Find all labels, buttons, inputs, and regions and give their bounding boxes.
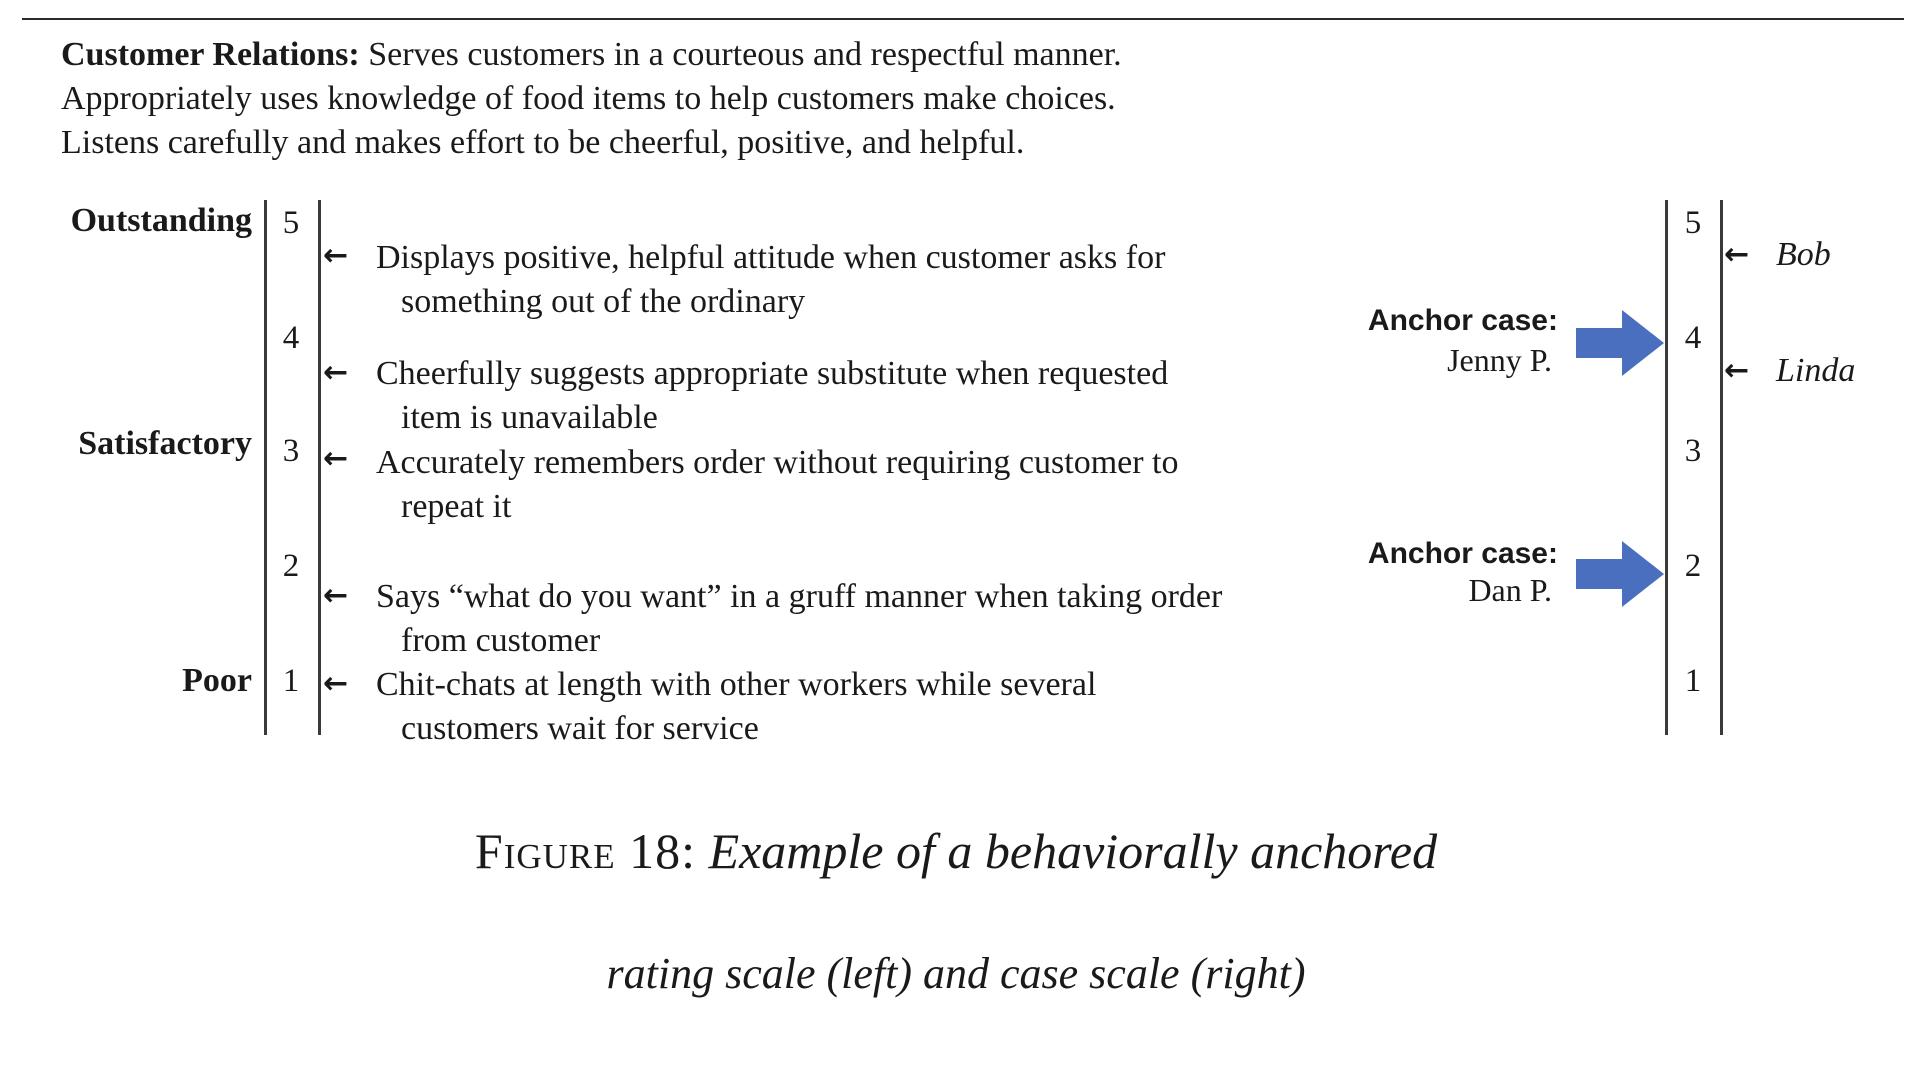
figure-label: Figure 18: <box>475 823 696 879</box>
intro-bold-label: Customer Relations: <box>61 36 360 73</box>
left-scale-number-5: 5 <box>276 205 306 242</box>
right-scale-number-2: 2 <box>1678 548 1708 585</box>
right-scale-number-5: 5 <box>1678 205 1708 242</box>
anchor-case-title: Anchor case: <box>1318 304 1558 338</box>
anchor-arrow-icon: ← <box>323 581 348 611</box>
right-scale-line-inner <box>1720 200 1723 735</box>
anchor-arrow-icon: ← <box>323 669 348 699</box>
behavior-anchor: Accurately remembers order without requi… <box>376 441 1306 529</box>
intro-line-1: Customer Relations: Serves customers in … <box>61 33 1122 77</box>
behavior-anchor-line-2: item is unavailable <box>376 396 1306 440</box>
anchor-arrow-icon: ← <box>323 358 348 388</box>
anchor-case-name: Dan P. <box>1312 572 1552 609</box>
case-name-linda: Linda <box>1776 352 1855 390</box>
left-scale-line-inner <box>318 200 321 735</box>
anchor-case-title: Anchor case: <box>1318 537 1558 571</box>
level-label-satisfactory: Satisfactory <box>12 425 252 463</box>
behavior-anchor-line-1: Says “what do you want” in a gruff manne… <box>376 578 1222 615</box>
right-scale-number-4: 4 <box>1678 320 1708 357</box>
left-scale-number-4: 4 <box>276 320 306 357</box>
behavior-anchor-line-1: Chit-chats at length with other workers … <box>376 666 1096 703</box>
anchor-arrow-icon: ← <box>323 444 348 474</box>
case-name-bob: Bob <box>1776 236 1831 274</box>
left-scale-number-2: 2 <box>276 548 306 585</box>
behavior-anchor-line-2: repeat it <box>376 485 1306 529</box>
right-scale-line-outer <box>1665 200 1668 735</box>
right-scale-number-3: 3 <box>1678 433 1708 470</box>
level-label-poor: Poor <box>12 662 252 700</box>
left-scale-number-1: 1 <box>276 663 306 700</box>
intro-line-1-rest: Serves customers in a courteous and resp… <box>360 36 1122 73</box>
intro-text: Customer Relations: Serves customers in … <box>61 33 1122 165</box>
intro-line-3: Listens carefully and makes effort to be… <box>61 121 1122 165</box>
behavior-anchor-line-2: something out of the ordinary <box>376 280 1306 324</box>
behavior-anchor: Says “what do you want” in a gruff manne… <box>376 575 1306 663</box>
left-scale-line-outer <box>264 200 267 735</box>
behavior-anchor-line-1: Cheerfully suggests appropriate substitu… <box>376 355 1168 392</box>
figure-caption-line-2: rating scale (left) and case scale (righ… <box>0 948 1912 999</box>
case-arrow-icon: ← <box>1724 240 1749 270</box>
level-label-outstanding: Outstanding <box>12 202 252 240</box>
figure-caption-line-1: Figure 18: Example of a behaviorally anc… <box>0 822 1912 880</box>
right-scale-number-1: 1 <box>1678 663 1708 700</box>
behavior-anchor: Displays positive, helpful attitude when… <box>376 236 1306 324</box>
behavior-anchor: Chit-chats at length with other workers … <box>376 663 1306 751</box>
behavior-anchor-line-2: from customer <box>376 619 1306 663</box>
anchor-case-name: Jenny P. <box>1312 342 1552 379</box>
behavior-anchor-line-2: customers wait for service <box>376 707 1306 751</box>
anchor-case-arrow-icon <box>1576 541 1664 607</box>
figure-caption-text: Example of a behaviorally anchored <box>709 823 1438 879</box>
top-rule <box>22 18 1904 20</box>
behavior-anchor: Cheerfully suggests appropriate substitu… <box>376 352 1306 440</box>
intro-line-2: Appropriately uses knowledge of food ite… <box>61 77 1122 121</box>
case-arrow-icon: ← <box>1724 356 1749 386</box>
behavior-anchor-line-1: Accurately remembers order without requi… <box>376 444 1179 481</box>
anchor-case-arrow-icon <box>1576 310 1664 376</box>
anchor-arrow-icon: ← <box>323 241 348 271</box>
behavior-anchor-line-1: Displays positive, helpful attitude when… <box>376 239 1165 276</box>
left-scale-number-3: 3 <box>276 433 306 470</box>
